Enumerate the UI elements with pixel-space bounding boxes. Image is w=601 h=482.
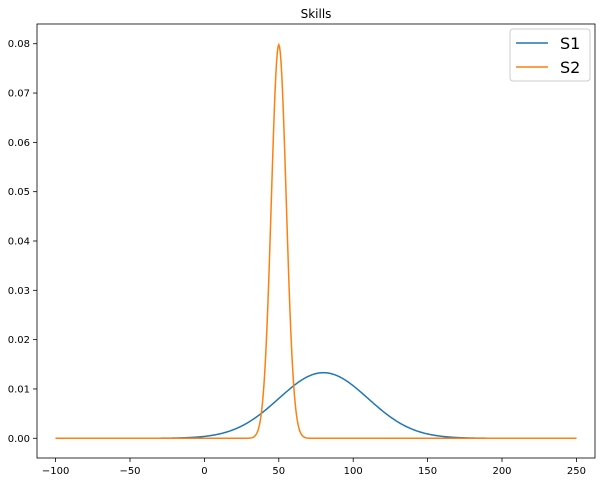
x-tick-label: 200 bbox=[492, 466, 511, 477]
x-tick-label: −100 bbox=[42, 466, 69, 477]
y-tick-label: 0.08 bbox=[8, 39, 30, 50]
x-tick-label: 250 bbox=[567, 466, 586, 477]
y-axis: 0.00 0.01 0.02 0.03 0.04 0.05 0.06 0.07 0.08 bbox=[8, 39, 37, 445]
legend-label-s1: S1 bbox=[560, 34, 580, 53]
legend-box bbox=[509, 28, 591, 82]
y-tick-label: 0.06 bbox=[8, 138, 30, 149]
y-tick-label: 0.05 bbox=[8, 187, 30, 198]
x-tick-label: 100 bbox=[344, 466, 363, 477]
series-line-s2 bbox=[55, 42, 577, 440]
chart-title: Skills bbox=[301, 7, 332, 21]
x-axis: −100 −50 0 50 100 150 200 250 bbox=[42, 458, 586, 477]
plot-area bbox=[55, 42, 577, 440]
y-tick-label: 0.01 bbox=[8, 384, 30, 395]
x-tick-label: 50 bbox=[272, 466, 285, 477]
y-tick-label: 0.03 bbox=[8, 286, 30, 297]
y-tick-label: 0.02 bbox=[8, 335, 30, 346]
x-tick-label: 0 bbox=[201, 466, 207, 477]
x-tick-label: −50 bbox=[119, 466, 140, 477]
legend-label-s2: S2 bbox=[560, 58, 580, 77]
y-tick-label: 0.07 bbox=[8, 89, 30, 100]
y-tick-label: 0.04 bbox=[8, 237, 30, 248]
y-tick-label: 0.00 bbox=[8, 434, 30, 445]
x-tick-label: 150 bbox=[418, 466, 437, 477]
